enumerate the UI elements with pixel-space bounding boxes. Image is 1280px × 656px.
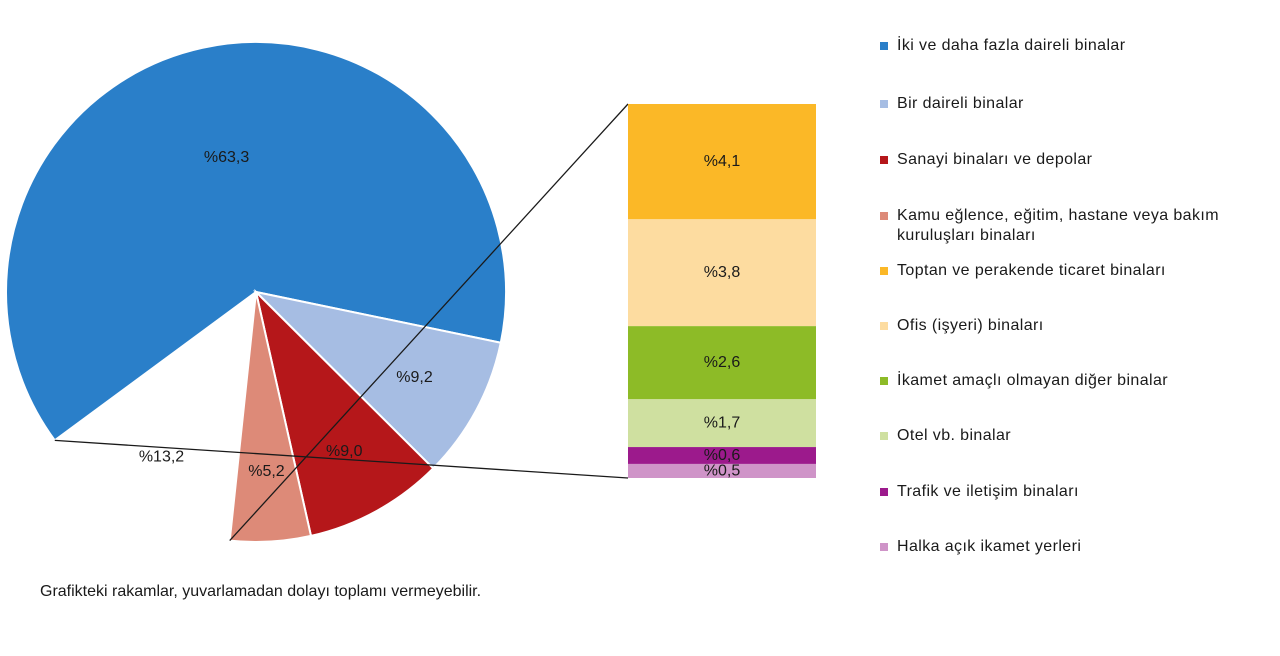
pie-slice bbox=[5, 41, 507, 442]
legend-item: Trafik ve iletişim binaları bbox=[880, 482, 1280, 502]
legend-label: Ofis (işyeri) binaları bbox=[897, 317, 1044, 334]
legend-item: Halka açık ikamet yerleri bbox=[880, 537, 1280, 557]
legend-label: Bir daireli binalar bbox=[897, 95, 1024, 112]
bar-segment-label: %2,6 bbox=[704, 354, 741, 371]
bar-segment bbox=[628, 447, 816, 464]
bar-segment bbox=[628, 219, 816, 327]
pie-slice-label: %5,2 bbox=[248, 463, 285, 480]
legend-label: İkamet amaçlı olmayan diğer binalar bbox=[897, 372, 1169, 389]
legend-item: Ofis (işyeri) binaları bbox=[880, 316, 1280, 336]
pie: %63,3 %9,2 %9,0 %5,2 %13,2 bbox=[5, 41, 507, 543]
legend-item: Otel vb. binalar bbox=[880, 426, 1280, 446]
legend-swatch bbox=[880, 322, 888, 330]
stacked-bar: %4,1 %3,8 %2,6 %1,7 %0,6%0,5 bbox=[628, 104, 816, 479]
bar-segment bbox=[628, 104, 816, 220]
bar-segment-label: %1,7 bbox=[704, 415, 741, 432]
legend-swatch bbox=[880, 432, 888, 440]
connector-line-top bbox=[229, 103, 629, 542]
legend-swatch bbox=[880, 100, 888, 108]
bar-segment-label: %4,1 bbox=[704, 153, 741, 170]
legend-item: Kamu eğlence, eğitim, hastane veya bakım… bbox=[880, 206, 1280, 246]
pie-slice-label: %63,3 bbox=[204, 149, 249, 166]
pie-slice-label: %9,0 bbox=[326, 443, 363, 460]
legend-swatch bbox=[880, 488, 888, 496]
bar-segment-label: %3,8 bbox=[704, 264, 741, 281]
legend-item: Toptan ve perakende ticaret binaları bbox=[880, 261, 1280, 281]
legend-label: Trafik ve iletişim binaları bbox=[897, 483, 1079, 500]
legend-item: İkamet amaçlı olmayan diğer binalar bbox=[880, 371, 1280, 391]
bar-segment bbox=[628, 463, 816, 478]
legend-swatch bbox=[880, 212, 888, 220]
legend-swatch bbox=[880, 156, 888, 164]
bar-segment bbox=[628, 399, 816, 448]
legend-item: Sanayi binaları ve depolar bbox=[880, 150, 1280, 170]
pie-slice bbox=[252, 290, 502, 470]
pie-slice-label: %9,2 bbox=[396, 369, 433, 386]
bar-segment-label: %0,6 bbox=[704, 447, 741, 464]
legend-item: İki ve daha fazla daireli binalar bbox=[880, 36, 1280, 56]
legend-item: Bir daireli binalar bbox=[880, 94, 1280, 114]
legend-label: Otel vb. binalar bbox=[897, 427, 1012, 444]
legend-label: Sanayi binaları ve depolar bbox=[897, 151, 1093, 168]
legend-swatch bbox=[880, 543, 888, 551]
connector-lines bbox=[54, 103, 629, 542]
legend-label: Kamu eğlence, eğitim, hastane veya bakım… bbox=[897, 207, 1219, 244]
bar-segment-label: %0,5 bbox=[704, 462, 741, 479]
pie-slice bbox=[54, 292, 256, 541]
legend-label: Halka açık ikamet yerleri bbox=[897, 538, 1082, 555]
legend-label: Toptan ve perakende ticaret binaları bbox=[897, 262, 1166, 279]
pie-slice-label: %13,2 bbox=[139, 448, 184, 465]
bar-segment bbox=[628, 326, 816, 400]
legend-swatch bbox=[880, 377, 888, 385]
connector-line-bottom bbox=[54, 439, 629, 479]
footnote: Grafikteki rakamlar, yuvarlamadan dolayı… bbox=[40, 583, 482, 600]
legend-swatch bbox=[880, 267, 888, 275]
legend-swatch bbox=[880, 42, 888, 50]
legend-label: İki ve daha fazla daireli binalar bbox=[897, 37, 1126, 54]
